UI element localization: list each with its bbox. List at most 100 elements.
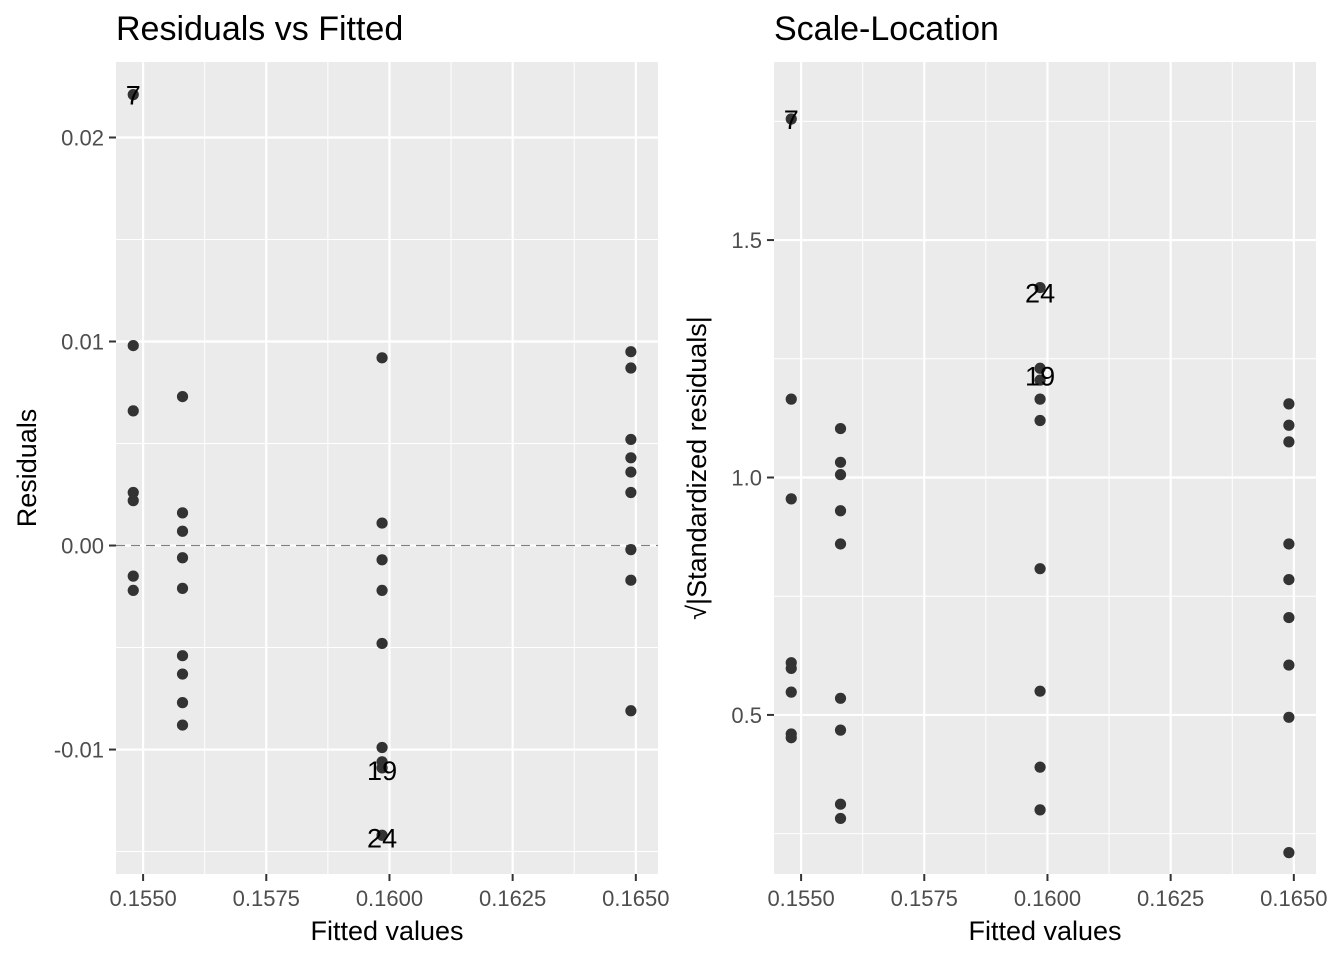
data-point [127, 89, 139, 101]
data-point [785, 732, 797, 744]
data-point [834, 456, 847, 468]
panel-2: 0.1550 0.1575 0.1600 0.1625 0.1650 0.5 1.0 1.5 7… [682, 10, 1327, 946]
data-point [625, 452, 637, 464]
y-tick-label: 0.5 [731, 703, 762, 728]
x-tick-label: 0.1625 [479, 886, 546, 911]
data-point [625, 346, 637, 358]
data-point [176, 552, 189, 564]
data-point [1034, 362, 1046, 374]
y-tick-label: 0.01 [61, 330, 104, 355]
point-label: 7 [784, 105, 799, 135]
point-label: 7 [126, 81, 141, 111]
x-tick-label: 0.1550 [109, 886, 176, 911]
y-tick-label: 1.5 [731, 228, 762, 253]
panel-title: Scale-Location [774, 10, 999, 48]
data-point [127, 584, 139, 597]
data-point [785, 113, 797, 125]
data-point [176, 719, 189, 731]
data-point [625, 433, 637, 446]
data-point [376, 741, 388, 754]
x-tick-label: 0.1575 [233, 886, 300, 911]
data-point [1283, 611, 1295, 624]
x-axis-title: Fitted values [310, 916, 463, 946]
point-label: 24 [1025, 278, 1055, 308]
x-tick-label: 0.1650 [1260, 886, 1327, 911]
data-point [176, 650, 189, 662]
data-point [176, 697, 189, 709]
y-tick-label: 1.0 [731, 465, 762, 490]
panel-1: 0.1550 0.1575 0.1600 0.1625 0.1650 -0.01 0.00 0… [12, 10, 669, 946]
x-tick-label: 0.1600 [356, 886, 423, 911]
data-point [376, 762, 388, 774]
panel-title: Residuals vs Fitted [116, 10, 403, 48]
data-point [1034, 804, 1046, 816]
data-point [176, 507, 189, 519]
data-point [127, 405, 139, 417]
data-point [785, 393, 797, 405]
data-point [834, 469, 847, 481]
data-point [834, 724, 847, 736]
panel-background [116, 62, 658, 874]
data-point [376, 637, 388, 650]
data-point [376, 517, 388, 529]
data-point [1283, 573, 1295, 586]
data-point [127, 570, 139, 582]
data-point [834, 538, 847, 550]
data-point [1034, 281, 1046, 294]
data-point [1034, 414, 1046, 427]
data-point [176, 582, 189, 594]
point-label: 24 [367, 823, 397, 853]
x-tick-label: 0.1600 [1014, 886, 1081, 911]
y-tick-label: -0.01 [54, 738, 104, 763]
data-point [1034, 761, 1046, 773]
x-tick-label: 0.1550 [767, 886, 834, 911]
data-point [1283, 538, 1295, 550]
point-label: 19 [367, 756, 397, 786]
data-point [176, 390, 189, 403]
data-point [625, 466, 637, 478]
y-axis-title: √|Standardized residuals| [682, 316, 712, 620]
point-label: 19 [1025, 361, 1055, 391]
data-point [1283, 659, 1295, 671]
x-axis-title: Fitted values [968, 916, 1121, 946]
x-tick-label: 0.1650 [602, 886, 669, 911]
x-tick-label: 0.1625 [1137, 886, 1204, 911]
data-point [1283, 398, 1295, 410]
data-point [834, 505, 847, 517]
data-point [834, 422, 847, 435]
data-point [834, 798, 847, 810]
data-point [376, 584, 388, 597]
data-point [1034, 685, 1046, 697]
data-point [625, 362, 637, 374]
data-point [176, 668, 189, 680]
data-point [1034, 374, 1046, 386]
data-point [376, 829, 388, 841]
data-point [1283, 419, 1295, 431]
x-tick-label: 0.1575 [891, 886, 958, 911]
data-point [176, 525, 189, 537]
data-point [1283, 436, 1295, 448]
data-point [834, 812, 847, 825]
data-point [785, 493, 797, 505]
data-point [785, 686, 797, 698]
data-point [1283, 847, 1295, 859]
data-point [376, 554, 388, 566]
y-axis-title: Residuals [12, 409, 42, 528]
data-point [625, 544, 637, 556]
data-point [127, 339, 139, 352]
data-point [625, 574, 637, 586]
data-point [834, 692, 847, 704]
data-point [127, 486, 139, 499]
data-point [625, 705, 637, 717]
data-point [1034, 393, 1046, 405]
data-point [625, 486, 637, 499]
data-point [1034, 563, 1046, 575]
data-point [127, 495, 139, 507]
data-point [1283, 711, 1295, 723]
data-point [376, 352, 388, 364]
y-tick-label: 0.00 [61, 534, 104, 559]
y-tick-label: 0.02 [61, 125, 104, 150]
data-point [785, 662, 797, 674]
panel-background [774, 62, 1316, 874]
